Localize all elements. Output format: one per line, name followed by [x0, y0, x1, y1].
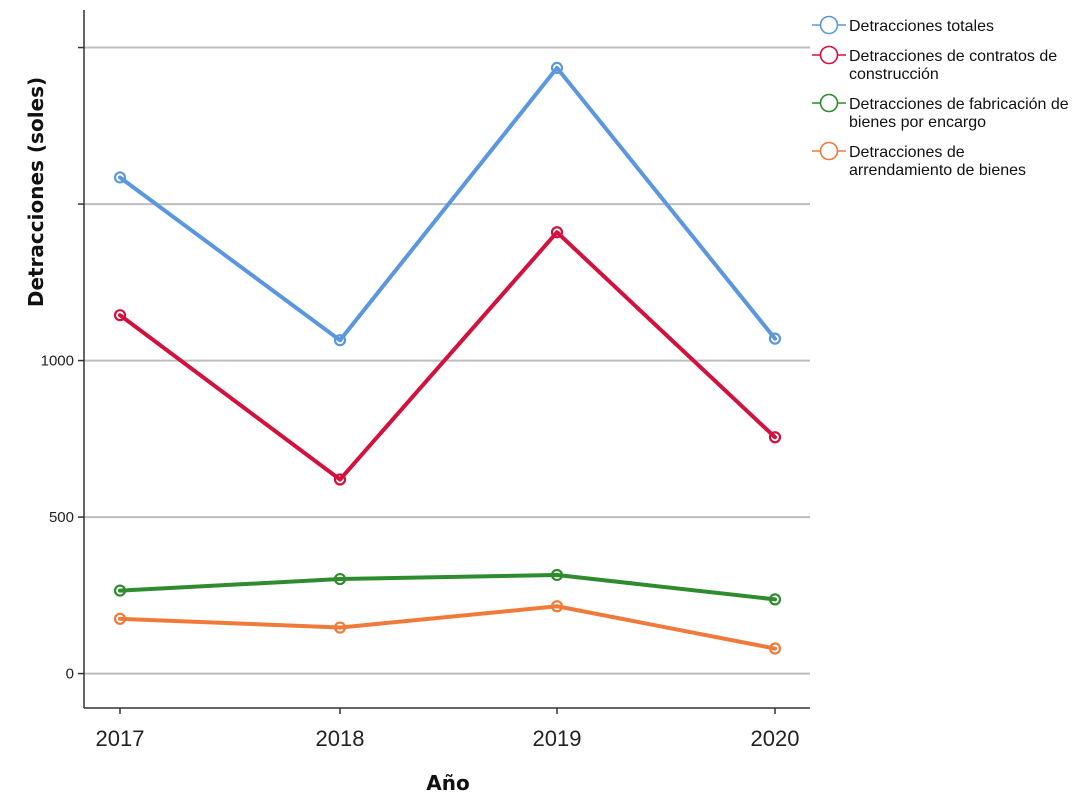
legend-marker — [819, 141, 839, 161]
series-group — [113, 61, 782, 655]
legend-label: Detracciones de — [849, 144, 965, 161]
legend-marker — [819, 45, 839, 65]
axes: 0 500 1000 2017 2018 2019 2020 — [41, 10, 810, 751]
data-point — [768, 431, 782, 444]
legend-label: bienes por encargo — [849, 114, 986, 131]
data-point — [550, 600, 564, 613]
legend-marker — [819, 15, 839, 35]
data-point — [550, 226, 564, 239]
series-2 — [113, 226, 782, 486]
x-tick-label: 2018 — [316, 726, 365, 751]
data-point — [113, 612, 127, 625]
legend-label: Detracciones de fabricación de — [849, 96, 1069, 113]
series-3 — [113, 568, 782, 606]
data-point — [550, 61, 564, 75]
data-point — [768, 593, 782, 606]
legend-item: Detracciones totales — [812, 15, 994, 35]
data-point — [113, 309, 127, 322]
series-4 — [113, 600, 782, 655]
series-line — [118, 65, 777, 343]
data-point — [768, 332, 782, 345]
series-1 — [113, 61, 782, 347]
legend-marker — [819, 93, 839, 113]
legend: Detracciones totales Detracciones de cont… — [812, 15, 1069, 179]
y-tick-label: 0 — [66, 666, 74, 683]
data-point — [333, 334, 347, 347]
data-point — [113, 584, 127, 597]
x-tick-label: 2020 — [751, 726, 800, 751]
data-point — [333, 572, 347, 586]
data-point — [768, 642, 782, 655]
y-axis-title: Detracciones (soles) — [24, 77, 48, 307]
legend-label: Detracciones totales — [849, 18, 994, 35]
legend-label: arrendamiento de bienes — [849, 162, 1026, 179]
series-line — [118, 572, 777, 602]
data-point — [333, 621, 347, 634]
x-axis-title: Año — [426, 771, 469, 795]
data-point — [333, 473, 347, 486]
x-tick-label: 2017 — [96, 726, 145, 751]
legend-label: Detracciones de contratos de — [849, 48, 1057, 65]
legend-label: construcción — [849, 66, 939, 83]
y-tick-label: 1000 — [41, 353, 74, 370]
data-point — [550, 568, 564, 582]
x-tick-label: 2019 — [533, 726, 582, 751]
series-line — [118, 604, 777, 651]
series-line — [118, 230, 777, 482]
data-point — [113, 171, 127, 184]
y-tick-label: 500 — [49, 509, 74, 526]
